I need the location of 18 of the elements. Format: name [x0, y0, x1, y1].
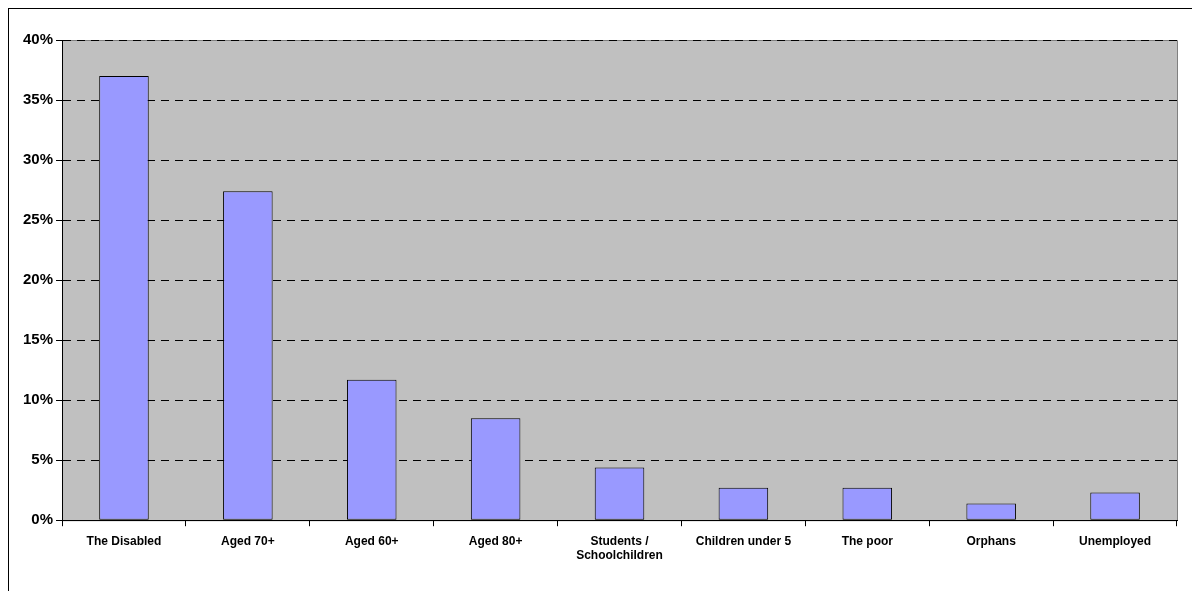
x-tick-label: Orphans [966, 533, 1017, 548]
y-tick-label: 15% [22, 330, 54, 348]
x-tick-label: Unemployed [1079, 533, 1152, 548]
x-tick-label: Students / Schoolchildren [576, 533, 663, 563]
x-tick-label: Aged 80+ [468, 533, 523, 548]
x-tick-label: Aged 70+ [221, 533, 275, 548]
y-tick-label: 10% [22, 390, 54, 408]
x-tick-label: Aged 60+ [344, 533, 399, 548]
x-tick-label: The Disabled [86, 533, 162, 548]
y-tick-label: 25% [22, 210, 54, 228]
y-tick-label: 5% [31, 450, 54, 468]
y-tick-label: 0% [31, 510, 54, 528]
y-tick-label: 30% [22, 150, 54, 168]
y-tick-label: 40% [22, 30, 54, 48]
x-tick-label: The poor [841, 533, 894, 548]
y-tick-label: 35% [22, 90, 54, 108]
x-tick-label: Children under 5 [695, 533, 792, 548]
y-tick-label: 20% [22, 270, 54, 288]
